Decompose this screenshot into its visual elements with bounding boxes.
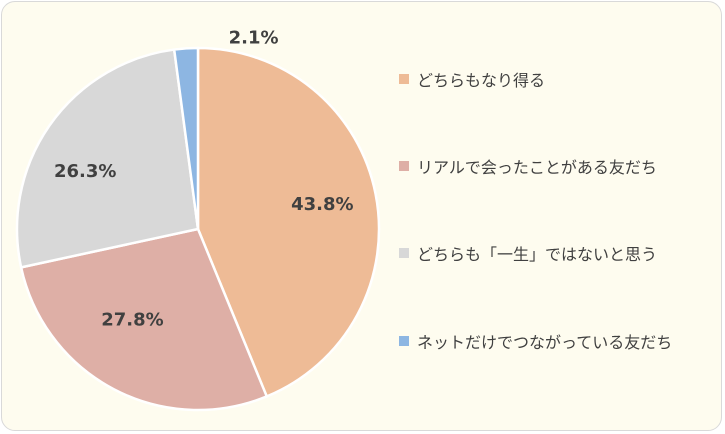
legend: どちらもなり得る リアルで会ったことがある友だち どちらも「一生」ではないと思う… bbox=[399, 2, 719, 430]
legend-swatch-online-friends bbox=[399, 336, 409, 346]
legend-item-neither-lifelong: どちらも「一生」ではないと思う bbox=[399, 241, 657, 265]
data-label-neither-lifelong: 26.3% bbox=[54, 161, 116, 182]
legend-swatch-neither-lifelong bbox=[399, 248, 409, 258]
legend-label-neither-lifelong: どちらも「一生」ではないと思う bbox=[417, 245, 658, 264]
legend-label-either: どちらもなり得る bbox=[417, 71, 546, 90]
pie-chart: 43.8% 27.8% 26.3% 2.1% bbox=[15, 27, 381, 412]
pie-slice-online-friends bbox=[172, 46, 200, 231]
pie-slice-either bbox=[196, 46, 381, 398]
legend-label-online-friends: ネットだけでつながっている友だち bbox=[417, 333, 673, 352]
pie-slice-neither-lifelong bbox=[15, 48, 200, 269]
data-label-either: 43.8% bbox=[291, 194, 353, 215]
data-label-online-friends: 2.1% bbox=[229, 27, 279, 48]
data-label-real-friends: 27.8% bbox=[101, 310, 163, 331]
legend-item-either: どちらもなり得る bbox=[399, 67, 545, 91]
pie-slice-real-friends bbox=[19, 227, 268, 412]
legend-item-real-friends: リアルで会ったことがある友だち bbox=[399, 154, 657, 178]
legend-label-real-friends: リアルで会ったことがある友だち bbox=[417, 158, 657, 177]
legend-swatch-either bbox=[399, 74, 409, 84]
legend-swatch-real-friends bbox=[399, 161, 409, 171]
legend-item-online-friends: ネットだけでつながっている友だち bbox=[399, 329, 672, 353]
